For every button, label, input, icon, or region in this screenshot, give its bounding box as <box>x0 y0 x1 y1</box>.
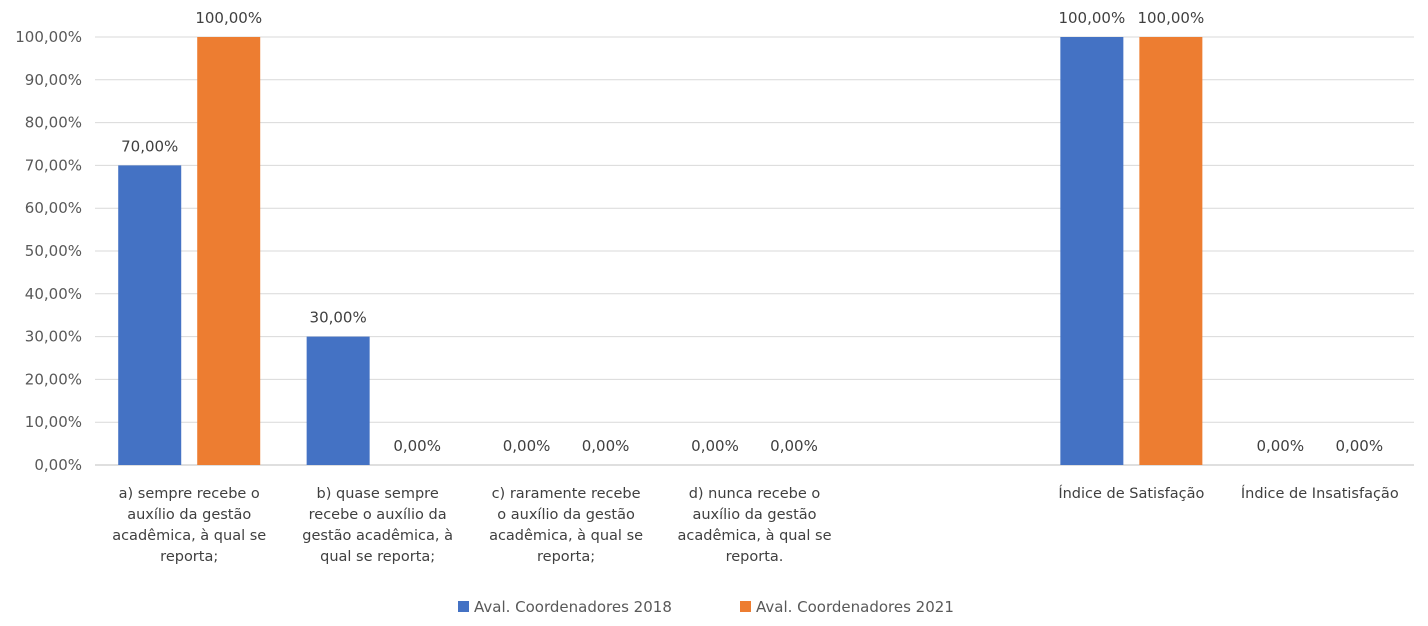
y-tick-label: 50,00% <box>25 242 82 260</box>
category-label: auxílio da gestão <box>127 507 251 523</box>
category-label: gestão acadêmica, à <box>302 528 453 544</box>
data-label: 0,00% <box>1256 437 1304 455</box>
category-label: qual se reporta; <box>320 549 435 565</box>
category-label: a) sempre recebe o <box>119 486 260 502</box>
category-label: reporta; <box>537 549 595 565</box>
bar-2018-cat-1 <box>118 165 182 465</box>
data-label: 0,00% <box>1335 437 1383 455</box>
bar-2021-cat-6 <box>1139 37 1203 465</box>
category-label: acadêmica, à qual se <box>112 528 266 544</box>
data-labels: 70,00% 100,00% 30,00% 0,00% 0,00% 0,00% 0,00% 0… <box>121 9 1383 455</box>
category-label: reporta; <box>160 549 218 565</box>
y-tick-label: 40,00% <box>25 285 82 303</box>
data-label: 0,00% <box>691 437 739 455</box>
bar-2021-cat-1 <box>197 37 261 465</box>
y-tick-label: 0,00% <box>34 456 82 474</box>
bar-2018-cat-2 <box>306 336 370 465</box>
y-tick-label: 90,00% <box>25 71 82 89</box>
category-label: auxílio da gestão <box>692 507 816 523</box>
y-tick-label: 80,00% <box>25 114 82 132</box>
bar-2018-cat-6 <box>1060 37 1124 465</box>
y-tick-label: 60,00% <box>25 199 82 217</box>
category-label: Índice de Satisfação <box>1058 485 1204 502</box>
data-label: 100,00% <box>1137 9 1204 27</box>
category-label: reporta. <box>726 549 784 565</box>
data-label: 100,00% <box>195 9 262 27</box>
y-tick-label: 10,00% <box>25 413 82 431</box>
category-label: d) nunca recebe o <box>689 486 821 502</box>
data-label: 0,00% <box>393 437 441 455</box>
data-label: 0,00% <box>582 437 630 455</box>
bars <box>118 37 1203 465</box>
category-label: o auxílio da gestão <box>497 507 635 523</box>
legend-label: Aval. Coordenadores 2021 <box>756 598 954 616</box>
y-tick-label: 20,00% <box>25 370 82 388</box>
legend-swatch <box>740 601 751 612</box>
category-label: Índice de Insatisfação <box>1241 485 1399 502</box>
category-label: c) raramente recebe <box>492 486 641 502</box>
data-label: 0,00% <box>770 437 818 455</box>
data-label: 70,00% <box>121 137 178 155</box>
legend-label: Aval. Coordenadores 2018 <box>474 598 672 616</box>
y-tick-label: 70,00% <box>25 156 82 174</box>
y-tick-label: 30,00% <box>25 328 82 346</box>
category-label: acadêmica, à qual se <box>489 528 643 544</box>
category-label: acadêmica, à qual se <box>678 528 832 544</box>
legend-swatch <box>458 601 469 612</box>
gridlines <box>95 36 1414 466</box>
category-label: b) quase sempre <box>317 486 439 502</box>
y-tick-label: 100,00% <box>15 28 82 46</box>
y-axis-ticks: 0,00% 10,00% 20,00% 30,00% 40,00% 50,00% 60,00… <box>15 28 82 474</box>
data-label: 0,00% <box>503 437 551 455</box>
category-label: recebe o auxílio da <box>309 507 447 523</box>
data-label: 30,00% <box>310 309 367 327</box>
data-label: 100,00% <box>1058 9 1125 27</box>
x-axis-labels: a) sempre recebe o auxílio da gestão acadê… <box>112 485 1399 565</box>
legend: Aval. Coordenadores 2018 Aval. Coordenado… <box>458 598 954 616</box>
